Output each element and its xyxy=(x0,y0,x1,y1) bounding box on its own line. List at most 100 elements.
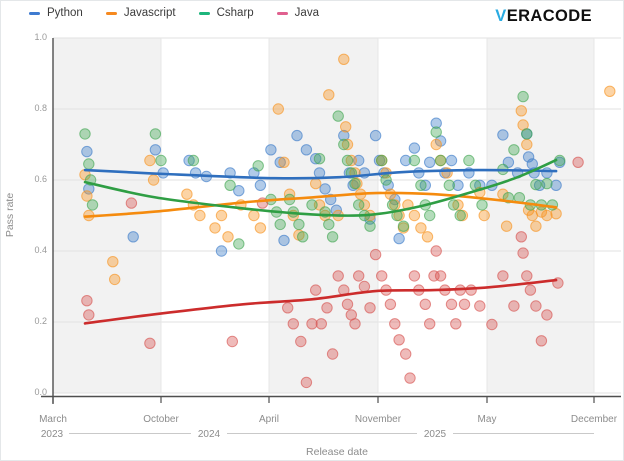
data-point xyxy=(127,231,139,243)
data-point xyxy=(278,234,290,247)
x-tick-label: December xyxy=(571,414,618,425)
legend-swatch-python xyxy=(29,11,40,15)
data-point xyxy=(222,231,234,243)
data-point xyxy=(338,53,350,65)
data-point xyxy=(306,318,318,330)
data-point xyxy=(393,334,405,346)
data-point xyxy=(408,154,421,167)
y-tick-label: 0.4 xyxy=(34,245,47,255)
series-javascript-points xyxy=(79,53,616,286)
data-point xyxy=(319,183,331,195)
data-point xyxy=(408,270,421,282)
data-point xyxy=(86,199,99,211)
x-tick-label: April xyxy=(259,414,279,425)
data-point xyxy=(376,270,388,282)
data-point xyxy=(345,154,357,167)
data-point xyxy=(323,218,335,231)
data-point xyxy=(421,231,434,243)
data-point xyxy=(353,270,365,282)
data-point xyxy=(515,231,527,243)
data-point xyxy=(147,174,160,186)
year-label: 2023 xyxy=(41,429,64,440)
trend-line-java xyxy=(83,278,558,325)
legend-item-java: Java xyxy=(276,7,319,19)
data-point xyxy=(340,121,352,133)
data-point xyxy=(541,177,553,190)
data-point xyxy=(424,318,436,330)
y-tick-label: 1.0 xyxy=(34,32,47,42)
data-point xyxy=(181,188,193,200)
data-point xyxy=(521,138,533,151)
data-point xyxy=(415,179,427,192)
legend-label: Csharp xyxy=(216,7,254,19)
data-point xyxy=(233,238,245,250)
data-point xyxy=(83,309,95,321)
data-point xyxy=(500,220,513,232)
data-point xyxy=(149,128,162,140)
data-point xyxy=(183,154,195,167)
legend-swatch-java xyxy=(276,11,288,15)
data-point xyxy=(291,129,303,142)
data-point xyxy=(413,167,425,179)
data-point xyxy=(209,222,221,234)
data-point xyxy=(300,144,313,156)
y-tick-label: 0.6 xyxy=(34,174,47,184)
data-point xyxy=(341,298,354,310)
data-point xyxy=(349,318,361,330)
data-point xyxy=(107,256,119,268)
data-point xyxy=(224,179,236,192)
legend-swatch-javascript xyxy=(105,11,117,15)
data-point xyxy=(508,144,520,156)
data-point xyxy=(424,156,436,169)
scatter-points xyxy=(79,53,616,389)
data-point xyxy=(452,199,464,211)
data-point xyxy=(310,177,322,190)
data-point xyxy=(297,231,309,243)
data-point xyxy=(274,218,286,231)
trend-line-javascript xyxy=(83,191,558,218)
data-point xyxy=(83,158,95,170)
x-tick-label: October xyxy=(143,414,179,425)
veracode-logo-v: V xyxy=(495,7,507,25)
veracode-logo: VERACODE xyxy=(495,7,592,26)
year-label: 2025 xyxy=(424,429,447,440)
trend-line-python xyxy=(83,168,558,180)
data-point xyxy=(474,300,486,312)
data-point xyxy=(149,144,162,156)
data-point xyxy=(604,85,616,98)
data-point xyxy=(541,209,553,222)
data-point xyxy=(526,158,538,170)
legend-item-python: Python xyxy=(29,7,83,19)
data-point xyxy=(81,145,93,158)
data-point xyxy=(434,270,447,282)
data-point xyxy=(274,156,286,169)
series-java-points xyxy=(81,156,584,389)
y-tick-label: 0.2 xyxy=(34,316,47,326)
data-point xyxy=(364,302,376,314)
data-point xyxy=(332,270,344,282)
data-point xyxy=(341,154,354,167)
data-point xyxy=(376,154,388,167)
data-point xyxy=(550,179,562,192)
data-point xyxy=(400,348,412,360)
data-point xyxy=(272,103,284,115)
data-point xyxy=(463,154,475,167)
data-point xyxy=(452,179,464,192)
data-point xyxy=(254,179,267,192)
data-point xyxy=(226,335,239,348)
data-point xyxy=(419,179,431,192)
data-point xyxy=(287,318,299,330)
data-point xyxy=(349,177,361,190)
data-point xyxy=(458,298,471,310)
data-point xyxy=(530,220,542,232)
data-point xyxy=(450,318,462,330)
legend-label: Python xyxy=(47,7,83,19)
x-tick-label: May xyxy=(478,414,497,425)
data-point xyxy=(341,138,354,151)
data-point xyxy=(293,218,305,231)
x-tick-label: March xyxy=(39,414,67,425)
data-point xyxy=(443,179,455,192)
data-point xyxy=(465,284,477,296)
